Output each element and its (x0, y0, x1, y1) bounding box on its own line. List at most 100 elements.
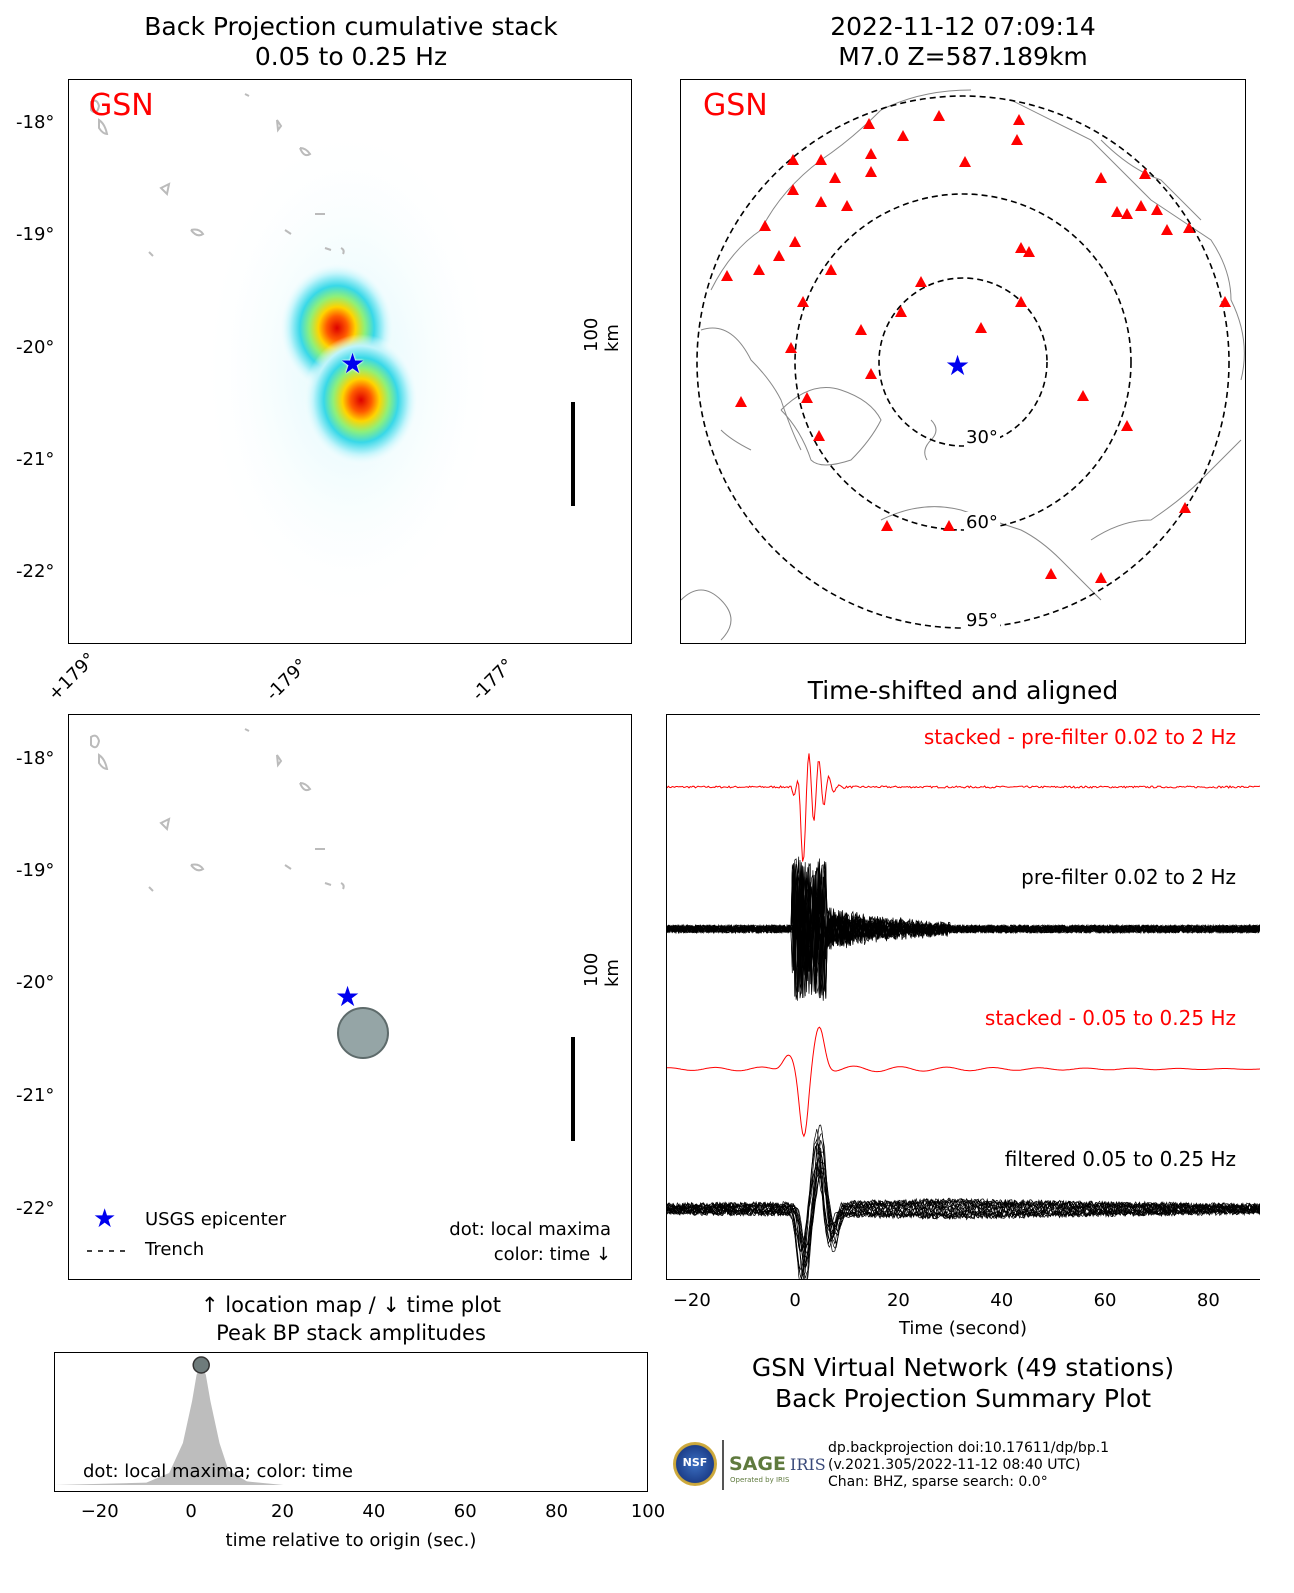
filtered-trace (667, 1142, 1260, 1279)
station-map-title-line1: 2022-11-12 07:09:14 (830, 12, 1096, 41)
peak-xtick: 20 (271, 1501, 294, 1522)
peak-xtick: 100 (630, 1501, 666, 1522)
station-map-coastlines (681, 89, 1245, 641)
location-local-maximum-dot (337, 1007, 389, 1059)
peak-plot-xlabel: time relative to origin (sec.) (225, 1530, 477, 1551)
waveform-panel: stacked - pre-filter 0.02 to 2 Hz pre-fi… (666, 714, 1260, 1280)
station-marker (721, 270, 733, 281)
label-stacked-filtered: stacked - 0.05 to 0.25 Hz (984, 1006, 1236, 1030)
station-marker (789, 236, 801, 247)
peak-xtick: 80 (545, 1501, 569, 1522)
station-marker (1179, 502, 1191, 513)
location-lat-tick: -18° (16, 748, 55, 769)
location-caption-line2: Peak BP stack amplitudes (216, 1321, 486, 1345)
station-map-title: 2022-11-12 07:09:14 M7.0 Z=587.189km (680, 12, 1246, 72)
station-marker (1013, 114, 1025, 125)
station-marker (841, 200, 853, 211)
station-marker (933, 110, 945, 121)
nsf-logo: NSF (673, 1442, 717, 1486)
station-map-epicenter-star: ★ (945, 349, 971, 382)
waveform-xtick: 60 (1093, 1290, 1117, 1311)
peak-local-maximum-dot (192, 1356, 210, 1374)
waveform-svg (667, 753, 1260, 1279)
bp-map-subtitle: 0.05 to 0.25 Hz (254, 42, 448, 71)
station-marker (897, 130, 909, 141)
station-marker (1139, 168, 1151, 179)
station-marker (801, 392, 813, 403)
station-marker (815, 154, 827, 165)
station-marker (915, 276, 927, 287)
bp-lat-tick: -18° (16, 112, 55, 133)
station-map-svg (681, 89, 1245, 641)
station-marker (855, 324, 867, 335)
credits-line1: dp.backprojection doi:10.17611/dp/bp.1 (828, 1440, 1110, 1456)
station-map-stations (721, 110, 1231, 583)
legend-trench-label: Trench (145, 1239, 205, 1260)
station-marker (1015, 296, 1027, 307)
waveform-xtick: 20 (886, 1290, 910, 1311)
credits-text: dp.backprojection doi:10.17611/dp/bp.1 (… (828, 1440, 1109, 1491)
waveform-filtered-traces (667, 1124, 1260, 1279)
station-marker (865, 166, 877, 177)
station-marker (1219, 296, 1231, 307)
bp-lon-tick: -177° (468, 654, 519, 705)
filtered-trace (667, 1166, 1260, 1252)
location-map-svg (87, 728, 575, 1252)
bp-island-outlines (90, 93, 345, 257)
peak-plot-svg (55, 1356, 647, 1485)
station-marker (1183, 222, 1195, 233)
summary-line2: Back Projection Summary Plot (774, 1384, 1152, 1413)
station-marker (1151, 204, 1163, 215)
waveform-stacked-filtered (667, 1026, 1260, 1138)
waveform-xlabel: Time (second) (898, 1318, 1027, 1339)
station-marker (1161, 224, 1173, 235)
location-caption: ↑ location map / ↓ time plot Peak BP sta… (70, 1291, 632, 1347)
waveform-xtick: 0 (789, 1290, 801, 1311)
ring-label-30: 30° (964, 427, 1000, 448)
waveform-xtick: 80 (1196, 1290, 1220, 1311)
station-map-network-label: GSN (703, 88, 768, 123)
bp-lon-tick: +179° (44, 648, 101, 705)
bp-lat-tick: -19° (16, 224, 55, 245)
peak-xtick: 0 (185, 1501, 197, 1522)
station-marker (895, 306, 907, 317)
location-caption-line1: ↑ location map / ↓ time plot (201, 1293, 501, 1317)
bp-heatmap-svg (90, 93, 575, 620)
location-lat-tick: -21° (16, 1085, 55, 1106)
waveform-xtick: −20 (672, 1290, 711, 1311)
peak-plot-panel: dot: local maxima; color: time (54, 1352, 648, 1492)
station-map-title-line2: M7.0 Z=587.189km (838, 42, 1088, 71)
broadband-trace (667, 864, 1260, 1001)
station-marker (975, 322, 987, 333)
station-marker (829, 172, 841, 183)
station-marker (881, 520, 893, 531)
station-marker (1121, 420, 1133, 431)
location-note: dot: local maxima color: time ↓ (449, 1217, 611, 1267)
bp-lat-tick: -22° (16, 561, 55, 582)
station-marker (773, 250, 785, 261)
station-marker (787, 154, 799, 165)
station-marker (1015, 242, 1027, 253)
station-marker (815, 196, 827, 207)
station-marker (797, 296, 809, 307)
station-marker (825, 264, 837, 275)
peak-amplitude-area (55, 1365, 647, 1485)
filtered-trace (667, 1146, 1260, 1276)
station-marker (1023, 246, 1035, 257)
station-marker (785, 342, 797, 353)
credits-line2: (v.2021.305/2022-11-12 08:40 UTC) (828, 1457, 1081, 1473)
station-map-distance-rings (696, 95, 1230, 629)
logo-divider (722, 1440, 724, 1490)
filtered-trace (667, 1128, 1260, 1279)
bp-scale-label: 100 km (581, 317, 623, 352)
location-island-outlines (90, 728, 345, 892)
station-marker (865, 148, 877, 159)
station-marker (1121, 208, 1133, 219)
legend-epicenter-label: USGS epicenter (145, 1209, 287, 1230)
station-marker (1095, 172, 1107, 183)
station-marker (1095, 572, 1107, 583)
location-note-line1: dot: local maxima (449, 1219, 611, 1240)
station-marker (943, 520, 955, 531)
label-broadband: pre-filter 0.02 to 2 Hz (1021, 865, 1236, 889)
bp-energy-peak-south (303, 334, 419, 466)
